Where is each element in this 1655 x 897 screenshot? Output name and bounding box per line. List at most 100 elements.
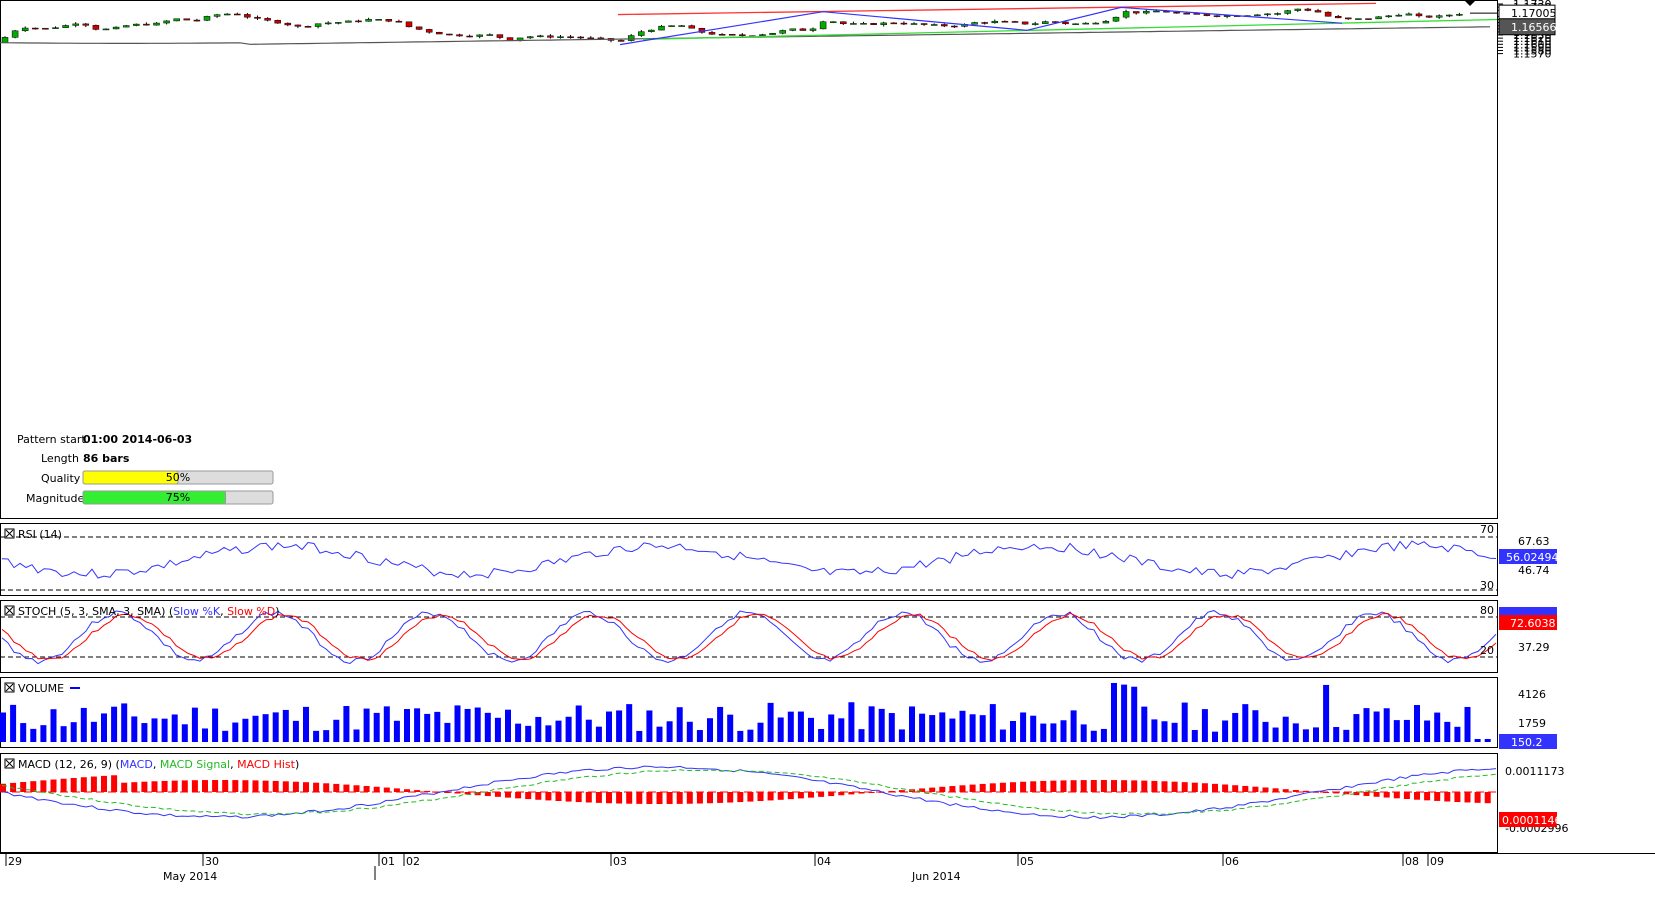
volume-bar	[1252, 710, 1259, 742]
macd-label-sep2: ,	[230, 758, 237, 771]
stoch-label-sep: ,	[220, 605, 227, 618]
volume-bar	[979, 715, 986, 742]
macd-hist-bar	[989, 783, 996, 792]
candle-body	[557, 36, 564, 38]
candle-body	[537, 35, 544, 38]
macd-hist-bar	[1313, 791, 1319, 793]
volume-bar	[1090, 730, 1097, 742]
macd-hist-bar	[1363, 792, 1370, 796]
volume-bar	[141, 723, 148, 742]
macd-hist-bar	[1353, 792, 1360, 796]
stoch-current-label: 72.6038	[1510, 617, 1556, 630]
macd-hist-bar	[20, 782, 27, 792]
magnitude-label: Magnitude	[26, 492, 85, 505]
candle-body	[769, 32, 776, 35]
day-label: 01	[381, 855, 395, 868]
macd-hist-bar	[1373, 792, 1380, 797]
macd-hist-bar	[1191, 782, 1198, 792]
candle-body	[254, 16, 261, 19]
macd-signal-name: MACD Signal	[160, 758, 230, 771]
candle-body	[496, 34, 504, 38]
macd-hist-bar	[868, 792, 875, 793]
candle-body	[92, 25, 100, 30]
macd-hist-bar	[222, 780, 229, 792]
volume-close-icon-x	[5, 683, 14, 692]
macd-hist-bar	[30, 781, 37, 792]
macd-hist-bar	[161, 780, 168, 792]
candle-body	[1304, 8, 1312, 11]
candle-body	[1153, 10, 1160, 13]
volume-bar	[1030, 715, 1037, 742]
candle-body	[688, 25, 696, 29]
month-label: May 2014	[163, 870, 217, 883]
scroll-marker-icon[interactable]	[1464, 0, 1476, 6]
macd-hist-bar	[1181, 782, 1188, 792]
volume-bar	[707, 718, 713, 742]
candle-body	[819, 21, 827, 30]
macd-label-group[interactable]: MACD (12, 26, 9) (MACD, MACD Signal, MAC…	[4, 758, 299, 771]
macd-hist-bar	[1434, 792, 1441, 801]
macd-hist-bar	[373, 786, 380, 792]
macd-hist-bar	[171, 780, 178, 792]
volume-bar	[1040, 723, 1047, 742]
candle-body	[223, 13, 231, 16]
volume-bar	[80, 707, 87, 742]
price-tick-label: 1.1590	[1513, 41, 1552, 54]
volume-label-group[interactable]: VOLUME	[4, 682, 80, 695]
candle-body	[112, 26, 120, 30]
candle-body	[577, 36, 584, 39]
volume-bar	[787, 711, 794, 742]
price-axis: 1.17301.17201.17101.16901.16801.16701.16…	[1470, 0, 1557, 61]
volume-bar	[464, 708, 471, 742]
candle-body	[1425, 15, 1433, 18]
volume-bar	[959, 710, 966, 742]
zigzag-pattern-line	[619, 6, 1343, 46]
macd-hist-bar	[1232, 785, 1239, 792]
candle-body	[1415, 13, 1423, 17]
candle-body	[1072, 23, 1079, 26]
volume-bar	[757, 722, 764, 742]
macd-hist-bar	[1151, 780, 1158, 792]
candle-body	[1456, 14, 1463, 16]
candle-body	[42, 27, 49, 30]
macd-hist-bar	[323, 783, 330, 792]
volume-bar	[616, 710, 623, 742]
rsi-tick-label: 46.74	[1518, 564, 1550, 577]
volume-bar	[131, 716, 138, 742]
quality-bar-fill	[82, 470, 179, 485]
ma-value-label: 1.16566	[1511, 21, 1557, 34]
volume-bar	[1484, 739, 1491, 742]
volume-bar	[535, 716, 542, 742]
day-label: 02	[406, 855, 420, 868]
volume-bar	[232, 722, 239, 742]
volume-bar	[424, 713, 431, 742]
volume-bar	[50, 709, 57, 742]
volume-bar	[313, 730, 320, 742]
day-label: 03	[613, 855, 627, 868]
macd-hist-bar	[80, 777, 87, 792]
volume-bar	[1191, 730, 1198, 742]
stoch-level-label: 20	[1480, 644, 1494, 657]
stoch-label-group[interactable]: STOCH (5, 3, SMA, 3, SMA) (Slow %K, Slow…	[4, 605, 280, 618]
overlays-layer	[0, 2, 1498, 46]
candle-body	[951, 25, 958, 28]
candle-body	[920, 23, 928, 25]
volume-tick-label: 4126	[1518, 688, 1546, 701]
candle-body	[809, 28, 817, 31]
volume-bar	[1171, 722, 1178, 742]
candle-body	[1122, 11, 1130, 18]
macd-hist-bar	[343, 784, 350, 792]
macd-label-sep1: ,	[153, 758, 160, 771]
macd-hist-bar	[1272, 788, 1279, 792]
rsi-label-group[interactable]: RSI (14)	[4, 528, 62, 541]
candle-body	[829, 21, 837, 23]
candle-body	[1385, 15, 1392, 18]
candle-body	[991, 20, 999, 24]
candle-body	[627, 35, 635, 41]
volume-bar	[1474, 739, 1481, 742]
macd-hist-bar	[50, 779, 57, 792]
candle-body	[971, 22, 978, 25]
candle-body	[1324, 11, 1332, 17]
candle-body	[11, 30, 19, 38]
volume-bar	[545, 725, 552, 742]
